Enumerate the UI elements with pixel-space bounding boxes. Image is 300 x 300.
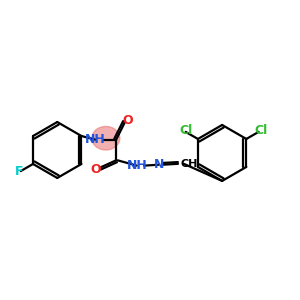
Text: O: O bbox=[123, 114, 133, 127]
Text: Cl: Cl bbox=[180, 124, 193, 136]
Text: NH: NH bbox=[85, 133, 106, 146]
Text: F: F bbox=[15, 165, 24, 178]
Text: O: O bbox=[91, 163, 101, 176]
Text: CH: CH bbox=[181, 159, 198, 169]
Ellipse shape bbox=[92, 126, 120, 150]
Text: Cl: Cl bbox=[254, 124, 268, 136]
Text: NH: NH bbox=[126, 159, 147, 172]
Text: N: N bbox=[154, 158, 164, 171]
